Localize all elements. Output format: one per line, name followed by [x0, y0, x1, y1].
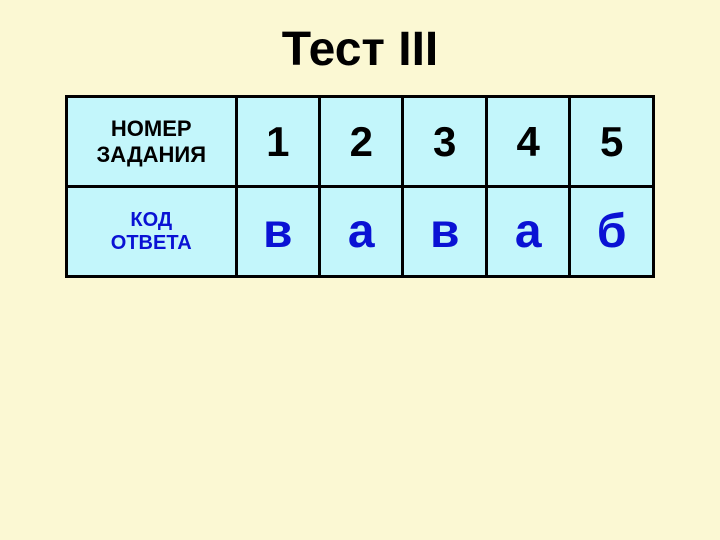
number-cell: 3	[403, 97, 487, 187]
number-cell: 1	[236, 97, 320, 187]
answer-table: НОМЕР ЗАДАНИЯ 1 2 3 4 5 КОД ОТВЕТА в а в…	[65, 95, 655, 278]
number-cell: 4	[486, 97, 569, 187]
answer-cell: в	[403, 187, 487, 277]
label-text: НОМЕР	[72, 116, 231, 141]
label-text: КОД	[72, 209, 231, 232]
table-row: КОД ОТВЕТА в а в а б	[67, 187, 654, 277]
number-cell: 5	[570, 97, 654, 187]
label-text: ЗАДАНИЯ	[72, 142, 231, 167]
row-label-number: НОМЕР ЗАДАНИЯ	[67, 97, 237, 187]
row-label-answer: КОД ОТВЕТА	[67, 187, 237, 277]
answer-cell: б	[570, 187, 654, 277]
table-row: НОМЕР ЗАДАНИЯ 1 2 3 4 5	[67, 97, 654, 187]
answer-table-container: НОМЕР ЗАДАНИЯ 1 2 3 4 5 КОД ОТВЕТА в а в…	[65, 95, 655, 278]
label-text: ОТВЕТА	[72, 232, 231, 255]
number-cell: 2	[320, 97, 403, 187]
page-title: Тест III	[0, 0, 720, 95]
answer-cell: а	[486, 187, 569, 277]
answer-cell: а	[320, 187, 403, 277]
answer-cell: в	[236, 187, 320, 277]
